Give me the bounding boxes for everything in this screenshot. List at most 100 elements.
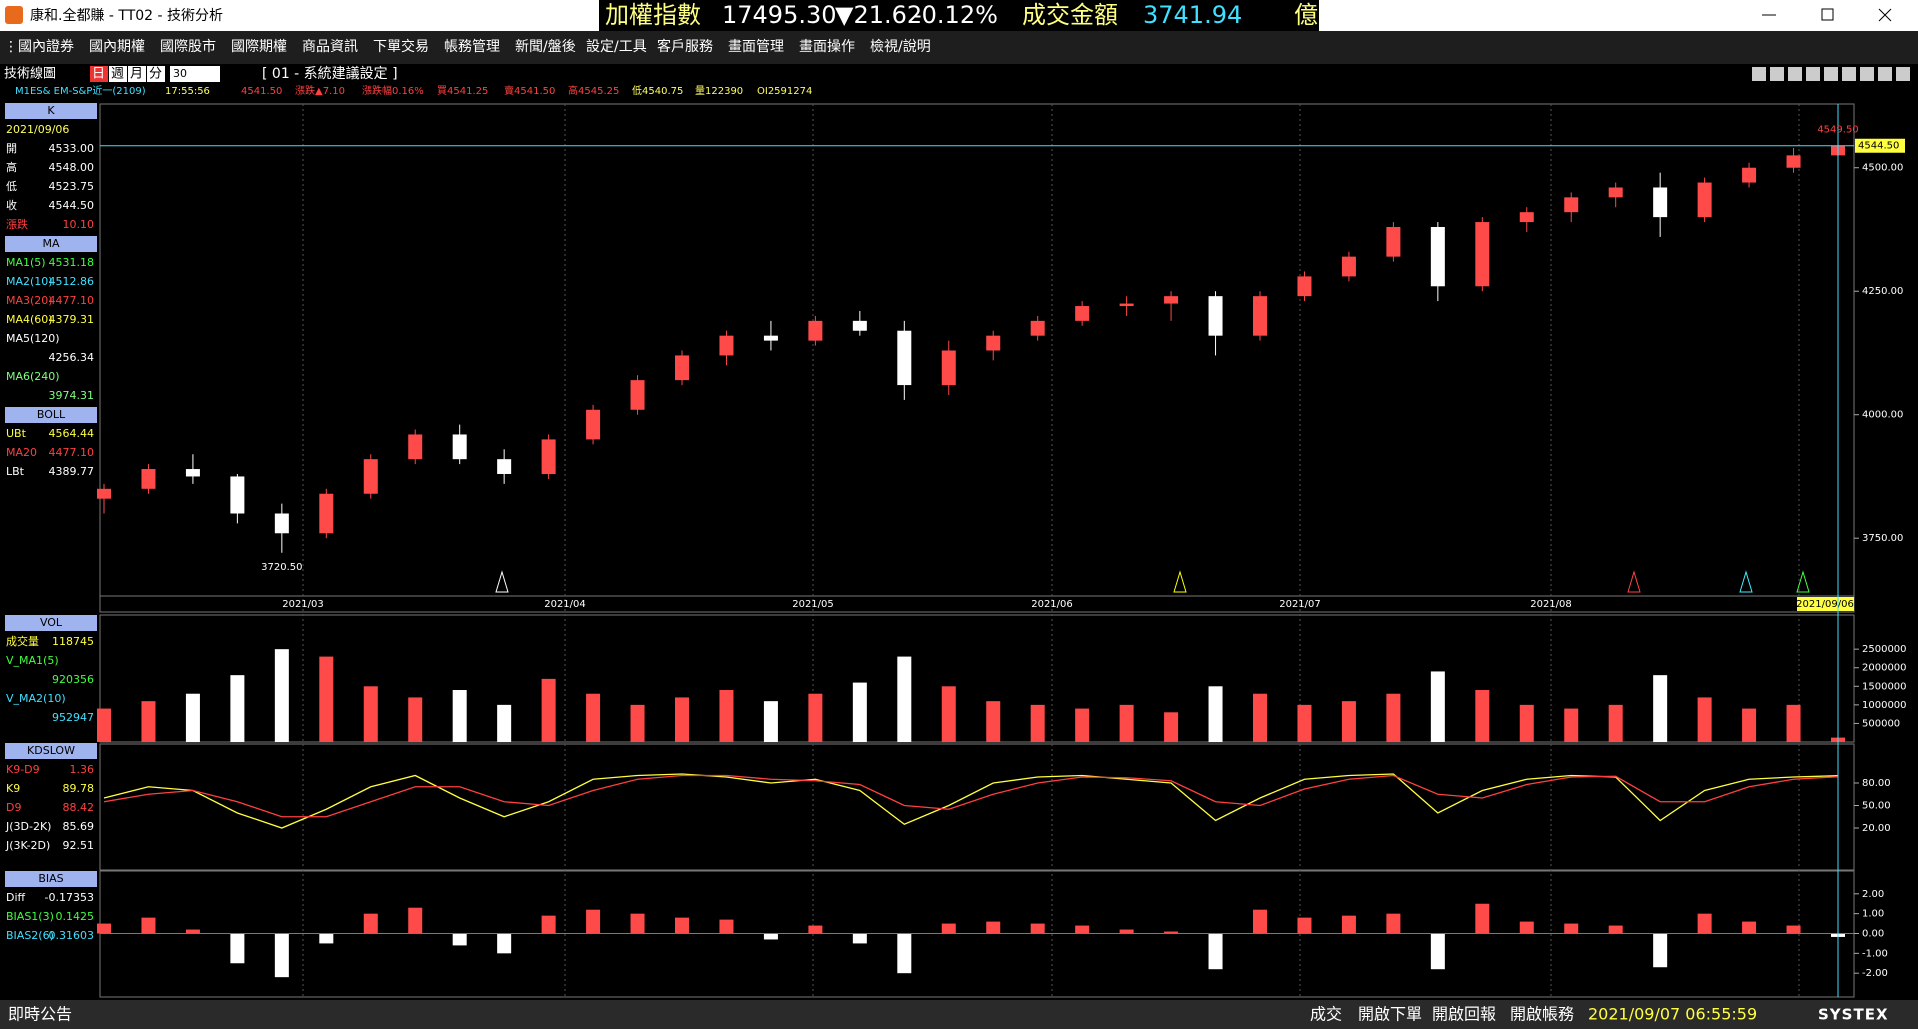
panel-value: -0.17353 [45,891,94,904]
panel-label: MA5(120) [6,332,60,345]
menu-item[interactable]: 畫面操作 [799,39,855,55]
status-button[interactable]: 開啟帳務 [1510,1005,1574,1024]
tool-icon[interactable] [1806,67,1820,81]
menu-item[interactable]: 檢視/說明 [870,38,931,55]
bias-bar [675,917,689,934]
panel-value: 4523.75 [49,180,95,193]
menu-item[interactable]: 國際股市 [160,38,216,55]
panel-value: 1.36 [70,763,95,776]
bias-bar [274,933,289,978]
panel-header-bg [5,615,97,631]
period-button[interactable] [128,66,146,82]
volume-bar [274,649,289,742]
period-label: 週 [111,67,124,82]
panel-label: MA2(10) [6,275,53,288]
volume-bar [408,697,423,742]
candle-body [1119,303,1134,307]
status-button[interactable]: 開啟下單 [1358,1005,1422,1024]
setting[interactable]: [ 01 - 系統建議設定 ] [262,65,398,82]
menu-item[interactable]: 國際期權 [231,39,287,55]
tool-icon[interactable] [1752,67,1766,81]
menu-item[interactable]: 下單交易 [373,38,429,55]
tool-icon[interactable] [1842,67,1856,81]
panel-value: 118745 [52,635,94,648]
volume-bar [1119,704,1134,742]
restore-button[interactable] [1821,8,1834,21]
bias-bar [363,913,378,934]
candle-body [541,439,556,474]
panel-label: K9 [6,782,20,795]
candle-body [319,493,334,534]
volume-bar [941,686,956,742]
bias-bar [630,913,645,934]
notice[interactable]: 即時公告 [8,1005,72,1024]
volume-bar [852,682,867,742]
charts: 3750.00 4000.00 4250.00 4500.00 500000 100000… [97,104,1907,997]
tool-icon[interactable] [1770,67,1784,81]
panel-label: 開 [6,142,17,155]
candle-body [97,488,111,499]
tool-icon[interactable] [1824,67,1838,81]
panel-header-bg [5,743,97,759]
status-button[interactable]: 成交 [1310,1005,1342,1024]
ticker-item: 億 [1294,1,1318,29]
candle-body [274,513,289,534]
bias-bar [586,909,601,934]
tool-icon[interactable] [1878,67,1892,81]
tool-icon[interactable] [1896,67,1910,81]
y-tick-label: 50.00 [1862,801,1891,812]
tool-icon[interactable] [1860,67,1874,81]
ticker: 加權指數 17495.30▼21.62-0.12% 成交金額 3741.94 億 [605,1,1318,29]
menu-item[interactable]: 畫面管理 [728,39,784,55]
close-button[interactable] [1878,8,1892,22]
candle-body [1564,197,1579,213]
bias-bar [986,921,1001,934]
volume-bar [586,693,601,742]
menu-item[interactable]: 設定/工具 [586,39,647,55]
menu-item[interactable]: 客戶服務 [657,38,713,55]
ticker-item: 加權指數 [605,1,701,29]
panel-label: J(3D-2K) [5,820,51,833]
bias-bar [1564,923,1579,934]
bias-bar [1430,933,1445,970]
ticker-item: 17495.30 [722,1,837,29]
volume-bar [1430,671,1445,742]
panel-label: V_MA2(10) [6,692,66,705]
y-tick-label: 1500000 [1862,681,1907,692]
panel-value: 4548.00 [49,161,95,174]
menu-item[interactable]: 國內證券 [18,38,74,55]
ticker-item: ▼21.62 [835,1,922,29]
period-button[interactable] [90,66,108,82]
toolbar: 技術線圖 30 [ 01 - 系統建議設定 ] 日週月分 [4,65,1910,82]
status-datetime: 2021/09/07 06:55:59 [1588,1005,1757,1024]
menu-item[interactable]: 帳務管理 [444,39,500,55]
ticker-item: -0.12% [913,1,998,29]
tool-icon[interactable] [1788,67,1802,81]
candle-body [185,469,200,477]
panel-label: MA1(5) [6,256,46,269]
period-button[interactable] [147,66,165,82]
volume-bar [1697,697,1712,742]
volume-bar [1519,704,1534,742]
period-button[interactable] [109,66,127,82]
panel-value: 4256.34 [49,351,95,364]
menu-item[interactable]: 新聞/盤後 [515,39,576,55]
panel-header: VOL [40,616,63,629]
y-tick-label: 2500000 [1862,644,1907,655]
bias-bar [852,933,867,944]
minutes-box[interactable] [170,66,220,82]
y-tick-label: 80.00 [1862,778,1891,789]
x-tick-label: 2021/08 [1530,599,1572,610]
menu-item[interactable]: 國內期權 [89,39,145,55]
period-label: 月 [130,67,143,82]
status-button[interactable]: 開啟回報 [1432,1005,1496,1024]
kd-line [103,774,1839,818]
y-tick-label: 4000.00 [1862,410,1903,421]
brand: SYSTEX [1818,1006,1889,1024]
candle-body [1341,256,1356,277]
panel-value: 920356 [52,673,94,686]
panel-value: 4544.50 [49,199,95,212]
menu-item[interactable]: 商品資訊 [302,39,358,55]
candle-body [586,409,601,440]
volume-bar [1386,693,1401,742]
